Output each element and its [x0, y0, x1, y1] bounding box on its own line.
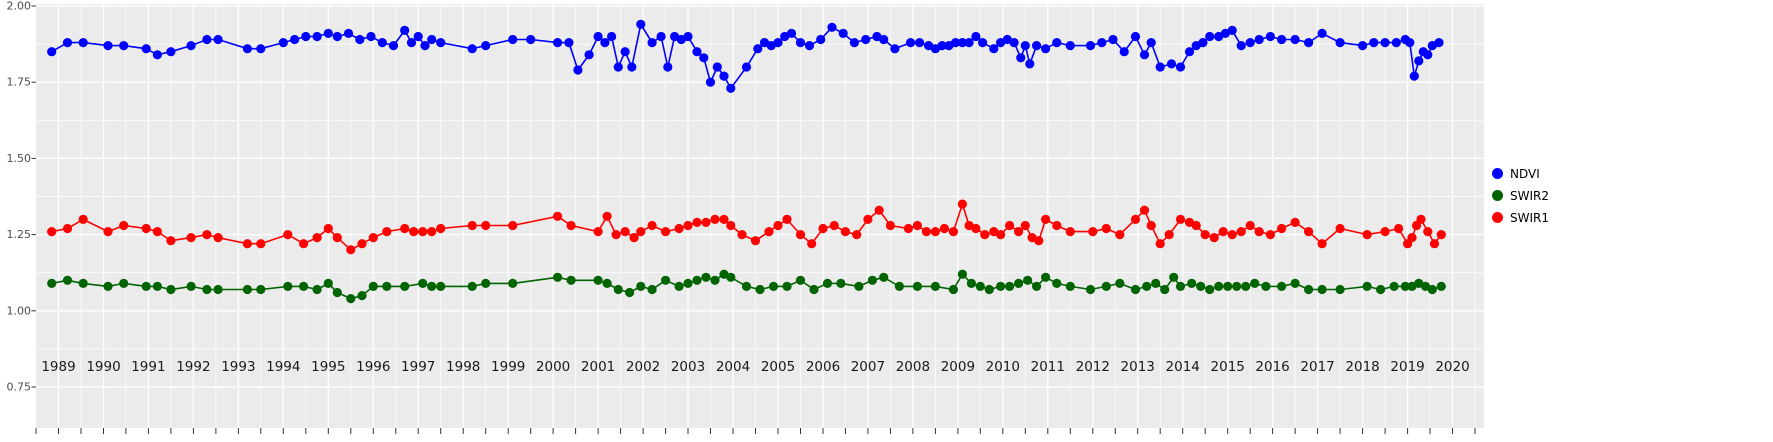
svg-text:2009: 2009 — [941, 359, 975, 375]
legend-dot-swir2-icon — [1492, 190, 1503, 201]
svg-text:2001: 2001 — [581, 359, 615, 375]
svg-text:1991: 1991 — [131, 359, 165, 375]
y-axis: 2.00 1.75 1.50 1.25 1.00 0.75 — [7, 0, 36, 394]
legend-dot-swir1-icon — [1492, 212, 1503, 223]
x-axis-ticks — [35, 428, 1476, 434]
legend-dot-ndvi-icon — [1492, 168, 1503, 179]
svg-text:1.50: 1.50 — [7, 152, 32, 165]
legend-label-ndvi: NDVI — [1510, 166, 1540, 181]
svg-text:2015: 2015 — [1211, 359, 1245, 375]
svg-text:1989: 1989 — [41, 359, 75, 375]
svg-text:1998: 1998 — [446, 359, 480, 375]
plot-panel — [36, 4, 1484, 428]
svg-text:1994: 1994 — [266, 359, 300, 375]
svg-text:2019: 2019 — [1390, 359, 1424, 375]
series-SWIR1 — [47, 199, 1446, 255]
svg-text:0.75: 0.75 — [7, 381, 32, 394]
svg-text:2013: 2013 — [1121, 359, 1155, 375]
svg-text:2020: 2020 — [1435, 359, 1469, 375]
svg-text:1.00: 1.00 — [7, 304, 32, 317]
svg-text:2016: 2016 — [1255, 359, 1289, 375]
svg-text:2007: 2007 — [851, 359, 885, 375]
svg-text:1990: 1990 — [86, 359, 120, 375]
legend-label-swir2: SWIR2 — [1510, 188, 1549, 203]
svg-text:2.00: 2.00 — [7, 0, 32, 13]
svg-text:2012: 2012 — [1076, 359, 1110, 375]
svg-text:2000: 2000 — [536, 359, 570, 375]
svg-text:2017: 2017 — [1300, 359, 1334, 375]
svg-text:1999: 1999 — [491, 359, 525, 375]
legend-item-swir1: SWIR1 — [1492, 209, 1549, 226]
svg-text:1992: 1992 — [176, 359, 210, 375]
svg-text:2014: 2014 — [1166, 359, 1200, 375]
svg-text:1995: 1995 — [311, 359, 345, 375]
svg-text:2008: 2008 — [896, 359, 930, 375]
svg-text:2003: 2003 — [671, 359, 705, 375]
legend-item-swir2: SWIR2 — [1492, 187, 1549, 204]
svg-text:2004: 2004 — [716, 359, 750, 375]
svg-text:2011: 2011 — [1031, 359, 1065, 375]
x-axis-labels: 1989 1990 1991 1992 1993 1994 1995 1996 1997 1998… — [41, 359, 1469, 375]
svg-text:2010: 2010 — [986, 359, 1020, 375]
svg-text:2002: 2002 — [626, 359, 660, 375]
svg-text:1996: 1996 — [356, 359, 390, 375]
svg-text:1993: 1993 — [221, 359, 255, 375]
svg-text:1997: 1997 — [401, 359, 435, 375]
legend-item-ndvi: NDVI — [1492, 165, 1549, 182]
series-SWIR2 — [47, 269, 1446, 304]
svg-text:2005: 2005 — [761, 359, 795, 375]
svg-text:2018: 2018 — [1345, 359, 1379, 375]
legend-label-swir1: SWIR1 — [1510, 210, 1549, 225]
series-NDVI — [47, 19, 1444, 93]
legend: NDVI SWIR2 SWIR1 — [1492, 165, 1549, 226]
svg-text:1.25: 1.25 — [7, 228, 32, 241]
svg-text:2006: 2006 — [806, 359, 840, 375]
svg-text:1.75: 1.75 — [7, 76, 32, 89]
